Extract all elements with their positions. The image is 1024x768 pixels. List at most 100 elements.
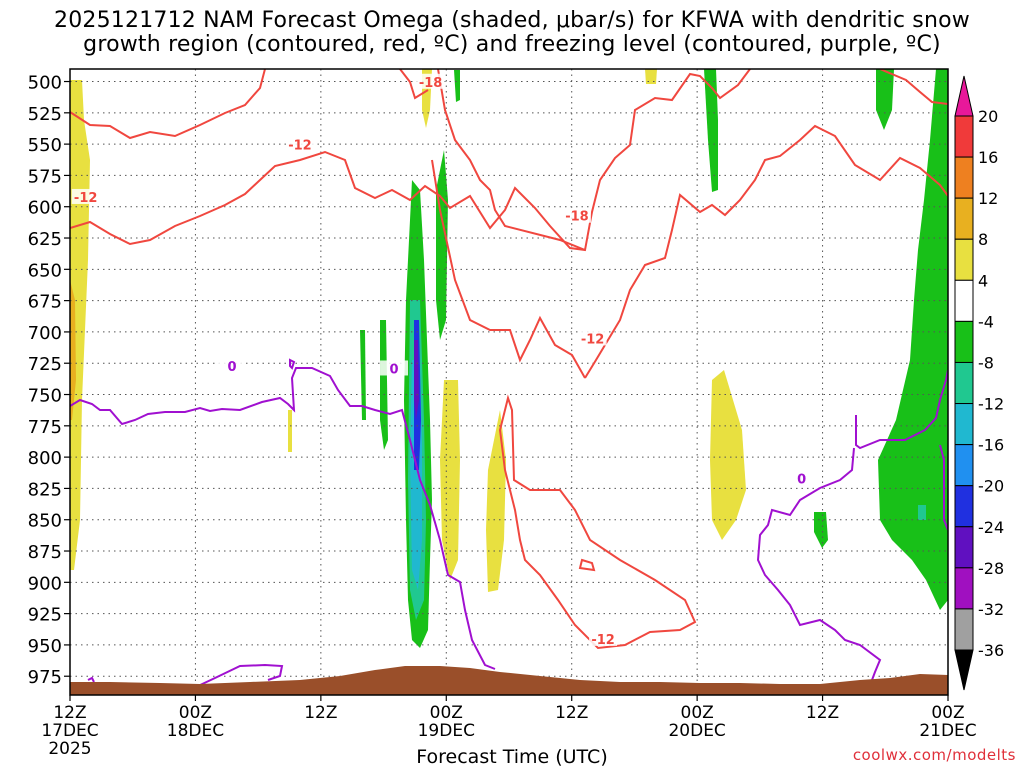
- freezing-contour: [289, 358, 296, 370]
- y-tick-label: 525: [28, 104, 62, 125]
- colorbar-swatch: [954, 444, 974, 487]
- x-tick-label: 12Z: [53, 703, 86, 723]
- y-axis: 500 525 550 575 600 625 650 675 700 725 750 775 800 8…: [28, 73, 70, 688]
- omega-shade-green: [380, 320, 388, 450]
- omega-shade-green: [878, 69, 948, 610]
- omega-shade-green: [876, 69, 894, 130]
- contour-label-bg: [285, 136, 314, 152]
- omega-shade-yellow: [645, 69, 657, 84]
- y-tick-label: 675: [28, 292, 62, 313]
- dgz-contours: [70, 69, 948, 650]
- terrain: [70, 666, 948, 695]
- dgz-contour-upper: [70, 69, 751, 252]
- omega-shade-yellow: [710, 370, 746, 540]
- omega-shade-yellow: [288, 410, 292, 452]
- y-tick-label: 700: [28, 323, 62, 344]
- x-tick-label: 19DEC: [418, 721, 475, 741]
- grid: [70, 69, 948, 695]
- colorbar-label: -8: [978, 353, 994, 372]
- omega-shading: [70, 69, 948, 648]
- omega-shade-yellow: [440, 380, 460, 580]
- colorbar-label: 4: [978, 271, 988, 290]
- y-tick-label: 875: [28, 542, 62, 563]
- x-tick-label: 17DEC: [41, 721, 98, 741]
- y-tick-label: 500: [28, 73, 62, 94]
- contour-label-bg: [218, 357, 247, 373]
- contour-label: -12: [74, 191, 98, 206]
- colorbar-swatch: [954, 403, 974, 446]
- colorbar-bottom-arrow: [954, 649, 974, 691]
- omega-shade-purple: [414, 340, 419, 420]
- x-tick-label: 00Z: [931, 703, 964, 723]
- contour-label-bg: [578, 330, 607, 346]
- y-tick-label: 600: [28, 198, 62, 219]
- colorbar-top-arrow: [954, 75, 974, 117]
- colorbar-label: -16: [978, 436, 1004, 455]
- y-tick-label: 775: [28, 417, 62, 438]
- dgz-contour-middle: [584, 124, 948, 379]
- x-tick-label: 12Z: [806, 703, 839, 723]
- omega-shade-green: [814, 512, 828, 548]
- plot-border: [69, 68, 949, 696]
- contour-label-bg: [787, 470, 816, 486]
- colorbar-label: -24: [978, 518, 1004, 537]
- contour-label: -12: [288, 138, 312, 153]
- x-tick-label: 20DEC: [668, 721, 725, 741]
- colorbar: 20 16 12 8 4 -4 -8 -12 -16 -20 -24 -28 -32 -36: [954, 75, 1004, 691]
- dgz-contour-middle: [431, 159, 586, 379]
- colorbar-swatch: [954, 526, 974, 569]
- colorbar-label: -32: [978, 600, 1004, 619]
- dgz-contour-lower: [498, 394, 697, 650]
- y-tick-label: 650: [28, 260, 62, 281]
- y-tick-label: 550: [28, 135, 62, 156]
- y-tick-label: 950: [28, 636, 62, 657]
- contour-label: -12: [591, 633, 615, 648]
- colorbar-label: -4: [978, 312, 994, 331]
- y-tick-label: 825: [28, 479, 62, 500]
- y-tick-label: 900: [28, 573, 62, 594]
- colorbar-swatch: [954, 567, 974, 610]
- x-tick-label: 21DEC: [919, 721, 976, 741]
- colorbar-label: 16: [978, 148, 998, 167]
- chart-title-line1: 2025121712 NAM Forecast Omega (shaded, μ…: [54, 8, 970, 33]
- contour-label: 0: [390, 362, 399, 377]
- colorbar-label: 12: [978, 189, 998, 208]
- freezing-contour: [87, 676, 95, 683]
- x-tick-label: 00Z: [681, 703, 714, 723]
- terrain-fill: [70, 666, 948, 695]
- chart-title-line2: growth region (contoured, red, ºC) and f…: [83, 32, 941, 57]
- x-tick-label: 2025: [48, 739, 91, 759]
- y-tick-label: 800: [28, 448, 62, 469]
- dgz-contour-upper: [70, 69, 266, 140]
- freezing-contour: [197, 663, 284, 687]
- colorbar-swatch: [954, 361, 974, 405]
- contour-label: -18: [565, 210, 589, 225]
- omega-shade-green: [704, 69, 718, 192]
- y-tick-label: 750: [28, 386, 62, 407]
- colorbar-label: -28: [978, 559, 1004, 578]
- x-tick-label: 12Z: [304, 703, 337, 723]
- y-tick-label: 925: [28, 605, 62, 626]
- freezing-contour: [939, 444, 948, 531]
- colorbar-label: 8: [978, 230, 988, 249]
- omega-shade-green: [360, 330, 366, 420]
- x-tick-label: 00Z: [430, 703, 463, 723]
- freezing-contour: [756, 447, 882, 681]
- contour-label: -18: [419, 76, 443, 91]
- colorbar-swatch: [954, 238, 974, 281]
- freezing-contour: [70, 367, 496, 670]
- freezing-contour: [855, 369, 948, 450]
- colorbar-label: -12: [978, 395, 1004, 414]
- x-axis-title: Forecast Time (UTC): [416, 746, 608, 768]
- dgz-contour-middle: [437, 69, 586, 251]
- omega-shade-yellow: [486, 410, 506, 592]
- y-tick-label: 725: [28, 354, 62, 375]
- dgz-contour-small: [578, 558, 596, 572]
- contour-label-bg: [71, 188, 100, 204]
- y-tick-label: 625: [28, 229, 62, 250]
- colorbar-swatch: [954, 485, 974, 528]
- x-tick-label: 00Z: [179, 703, 212, 723]
- dgz-contour-upper: [879, 69, 948, 105]
